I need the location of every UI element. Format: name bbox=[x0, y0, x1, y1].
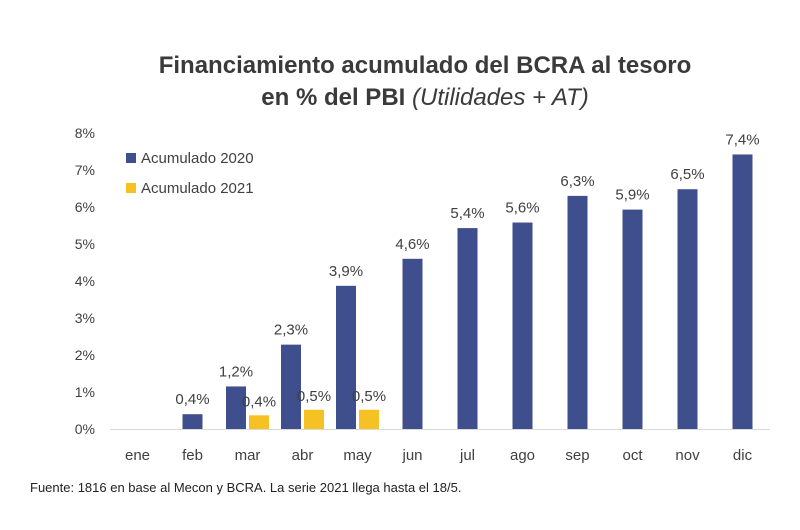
data-label-2020-mar: 1,2% bbox=[219, 363, 253, 380]
subtitle-text: en % del PBI bbox=[261, 84, 406, 111]
bar-2021-may bbox=[359, 409, 379, 429]
data-label-2021-abr: 0,5% bbox=[297, 388, 331, 405]
x-tick-label: mar bbox=[235, 447, 261, 464]
y-tick-label: 4% bbox=[75, 273, 95, 289]
source-note: Fuente: 1816 en base al Mecon y BCRA. La… bbox=[30, 480, 462, 495]
y-tick-label: 3% bbox=[75, 310, 95, 326]
y-tick-label: 7% bbox=[75, 162, 95, 178]
x-tick-label: nov bbox=[675, 447, 700, 464]
data-label-2020-dic: 7,4% bbox=[725, 131, 759, 148]
x-tick-label: dic bbox=[733, 447, 753, 464]
y-tick-label: 1% bbox=[75, 384, 95, 400]
x-tick-label: ene bbox=[125, 447, 150, 464]
bar-2021-mar bbox=[249, 415, 269, 429]
data-label-2020-may: 3,9% bbox=[329, 263, 363, 280]
legend-label-2021: Acumulado 2021 bbox=[141, 180, 254, 197]
data-label-2020-abr: 2,3% bbox=[274, 322, 308, 339]
bar-2020-sep bbox=[567, 195, 588, 429]
bar-2020-oct bbox=[622, 209, 643, 429]
chart-subtitle: en % del PBI (Utilidades + AT) bbox=[0, 84, 800, 112]
data-label-2020-ago: 5,6% bbox=[505, 200, 539, 217]
data-label-2020-jul: 5,4% bbox=[450, 205, 484, 222]
data-label-2020-jun: 4,6% bbox=[395, 236, 429, 253]
y-tick-label: 8% bbox=[75, 125, 95, 141]
x-tick-label: sep bbox=[565, 447, 589, 464]
data-label-2021-mar: 0,4% bbox=[242, 393, 276, 410]
x-tick-label: ago bbox=[510, 447, 535, 464]
x-tick-label: feb bbox=[182, 447, 203, 464]
data-label-2020-oct: 5,9% bbox=[615, 187, 649, 204]
data-label-2020-nov: 6,5% bbox=[670, 166, 704, 183]
x-tick-label: may bbox=[343, 447, 372, 464]
bar-2020-jun bbox=[402, 258, 423, 429]
bar-2020-mar bbox=[226, 386, 246, 429]
bar-2020-dic bbox=[732, 154, 753, 429]
data-label-2020-feb: 0,4% bbox=[175, 391, 209, 408]
bar-2020-jul bbox=[457, 228, 478, 429]
subtitle-italic: (Utilidades + AT) bbox=[412, 84, 589, 111]
bar-2020-nov bbox=[677, 189, 698, 429]
bar-2020-feb bbox=[182, 414, 203, 429]
x-tick-label: abr bbox=[292, 447, 314, 464]
legend-swatch-2021 bbox=[126, 183, 136, 193]
data-label-2020-sep: 6,3% bbox=[560, 173, 594, 190]
x-tick-label: oct bbox=[622, 447, 643, 464]
y-tick-label: 6% bbox=[75, 199, 95, 215]
x-tick-label: jun bbox=[401, 447, 422, 464]
bar-2021-abr bbox=[304, 409, 324, 429]
y-tick-label: 5% bbox=[75, 236, 95, 252]
y-tick-label: 0% bbox=[75, 421, 95, 437]
legend-label-2020: Acumulado 2020 bbox=[141, 150, 254, 167]
x-tick-label: jul bbox=[459, 447, 475, 464]
bar-2020-abr bbox=[281, 344, 301, 429]
bar-2020-ago bbox=[512, 222, 533, 429]
chart-title: Financiamiento acumulado del BCRA al tes… bbox=[158, 52, 692, 79]
legend-swatch-2020 bbox=[126, 153, 136, 163]
y-tick-label: 2% bbox=[75, 347, 95, 363]
bar-2020-may bbox=[336, 285, 356, 429]
data-label-2021-may: 0,5% bbox=[352, 388, 386, 405]
